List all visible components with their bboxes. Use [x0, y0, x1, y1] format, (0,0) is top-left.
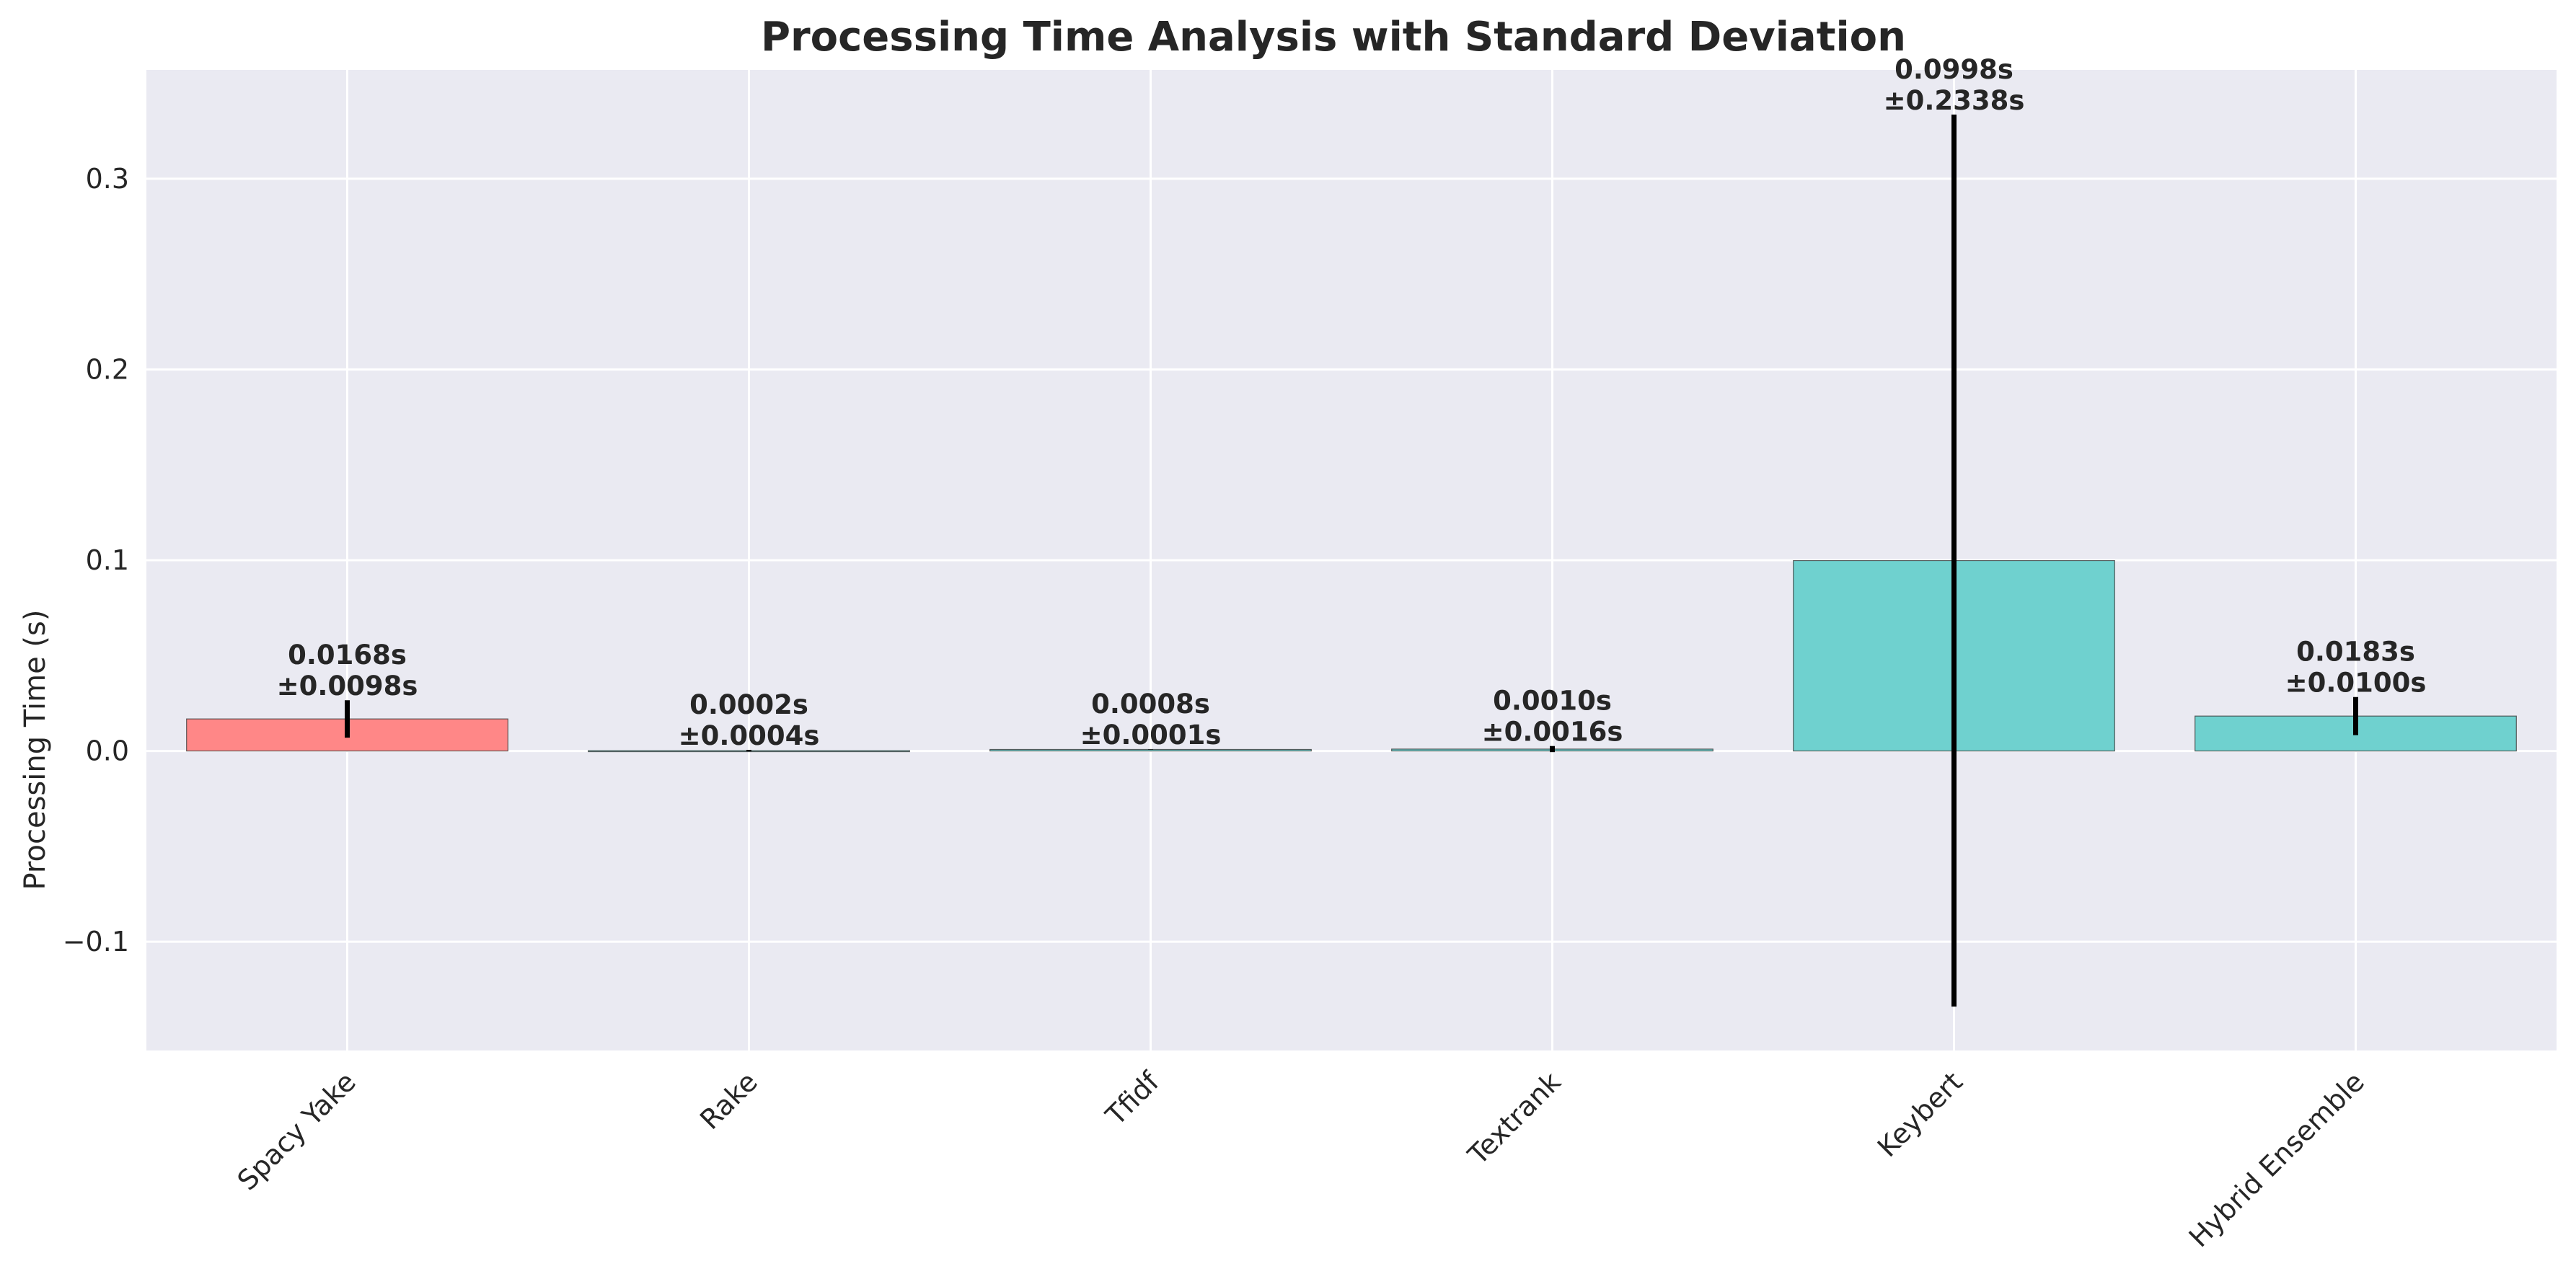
x-tick-label: Rake	[694, 1066, 764, 1136]
data-labels: 0.0168s ±0.0098s 0.0002s ±0.0004s 0.0008s ±0.…	[277, 54, 2427, 751]
data-label: 0.0183s ±0.0100s	[2285, 637, 2427, 699]
data-label: 0.0002s ±0.0004s	[679, 689, 820, 751]
y-axis-label: Processing Time (s)	[19, 610, 52, 890]
chart-title: Processing Time Analysis with Standard D…	[761, 14, 1906, 61]
y-tick-label: −0.1	[63, 926, 129, 957]
x-tick-label: Hybrid Ensemble	[2183, 1066, 2370, 1253]
y-tick-label: 0.2	[86, 353, 129, 385]
y-axis-ticks: −0.1 0.0 0.1 0.2 0.3	[63, 163, 129, 957]
error-bars	[345, 114, 2358, 1007]
data-label: 0.0008s ±0.0001s	[1080, 689, 1222, 751]
y-tick-label: 0.3	[86, 163, 129, 195]
data-label: 0.0010s ±0.0016s	[1482, 686, 1623, 748]
x-tick-label: Tfidf	[1099, 1065, 1166, 1132]
data-label: 0.0168s ±0.0098s	[277, 640, 418, 702]
x-tick-label: Textrank	[1462, 1066, 1567, 1171]
x-tick-label: Spacy Yake	[231, 1066, 362, 1196]
x-axis-ticks: Spacy Yake Rake Tfidf Textrank Keybert Hybrid…	[231, 1065, 2370, 1253]
y-tick-label: 0.1	[86, 544, 129, 576]
x-tick-label: Keybert	[1871, 1066, 1969, 1163]
data-label: 0.0998s ±0.2338s	[1884, 54, 2025, 116]
y-tick-label: 0.0	[86, 735, 129, 767]
